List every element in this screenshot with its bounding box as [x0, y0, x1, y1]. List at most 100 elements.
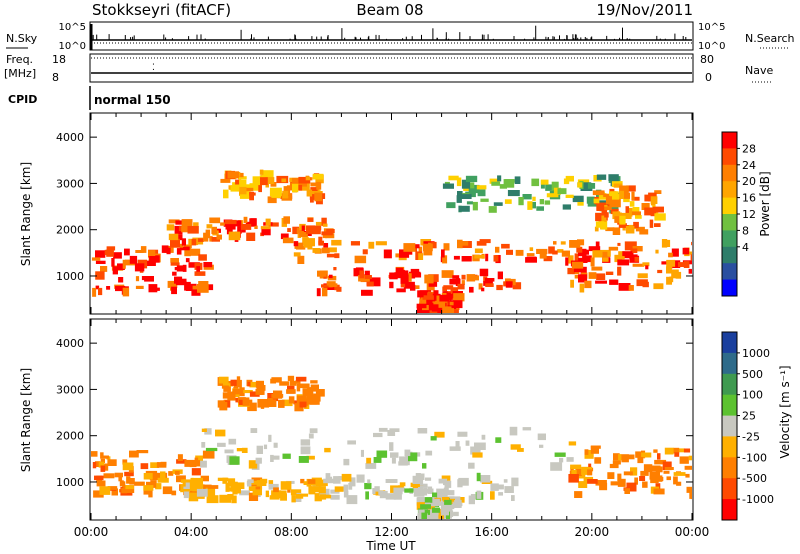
echo-cell [595, 480, 607, 486]
echo-cell [635, 215, 642, 219]
colorbar-segment [722, 279, 737, 297]
echo-cell [375, 241, 387, 246]
echo-cell [570, 467, 574, 472]
echo-cell [511, 495, 515, 501]
echo-cell [485, 283, 494, 287]
echo-cell [111, 258, 115, 267]
echo-cell [399, 482, 406, 487]
echo-cell [512, 282, 522, 290]
echo-cell [365, 491, 369, 500]
echo-cell [601, 208, 607, 215]
echo-cell [673, 447, 680, 454]
echo-cell [452, 275, 460, 279]
echo-cell [286, 389, 296, 394]
colorbar-tick-label: 28 [742, 142, 756, 155]
echo-cell [439, 294, 450, 302]
echo-cell [613, 453, 620, 461]
echo-cell [444, 480, 452, 488]
colorbar-segment [722, 394, 737, 417]
time-tick-label: 00:00 [74, 525, 109, 539]
echo-cell [294, 495, 302, 502]
echo-cell [312, 395, 321, 402]
echo-cell [115, 285, 126, 292]
echo-cell [389, 428, 400, 432]
echo-cell [579, 283, 585, 293]
echo-cell [329, 247, 337, 253]
echo-cell [100, 465, 106, 472]
velocity-y-label: Slant Range [km] [19, 368, 33, 472]
echo-cell [302, 388, 314, 396]
echo-cell [205, 487, 216, 497]
echo-cell [691, 491, 692, 500]
echo-cell [539, 199, 544, 205]
echo-cell [181, 219, 193, 227]
echo-cell [387, 430, 396, 436]
echo-cell [172, 271, 177, 276]
echo-cell [104, 463, 109, 471]
echo-cell [449, 293, 453, 300]
echo-cell [505, 281, 513, 288]
echo-cell [333, 267, 337, 271]
echo-cell [596, 273, 606, 280]
echo-cell [271, 377, 282, 383]
echo-cell [360, 449, 364, 457]
echo-cell [595, 280, 607, 284]
colorbar-tick-label: 1000 [742, 347, 770, 360]
echo-cell [248, 485, 258, 491]
echo-cell [630, 254, 638, 262]
echo-cell [418, 485, 423, 492]
echo-cell [642, 281, 649, 288]
echo-cell [587, 201, 597, 207]
echo-cell [118, 277, 124, 283]
echo-cell [503, 179, 515, 188]
echo-cell [440, 507, 453, 512]
echo-cell [322, 232, 327, 239]
echo-cell [192, 485, 203, 492]
echo-cell [683, 261, 690, 268]
echo-cell [167, 280, 178, 288]
echo-cell [403, 243, 416, 252]
echo-cell [642, 262, 650, 267]
echo-cell [419, 497, 425, 503]
echo-cell [125, 485, 134, 490]
echo-cell [476, 472, 481, 482]
echo-cell [192, 285, 201, 290]
echo-cell [113, 252, 122, 259]
echo-cell [474, 442, 486, 450]
echo-cell [269, 495, 280, 500]
echo-cell [510, 278, 516, 286]
echo-cell [431, 241, 437, 249]
echo-cell [148, 490, 153, 498]
echo-cell [198, 281, 209, 287]
echo-cell [629, 201, 635, 207]
echo-cell [372, 488, 376, 495]
echo-cell [321, 247, 330, 254]
echo-cell [283, 216, 290, 224]
y-tick-label: 1000 [56, 270, 84, 283]
echo-cell [295, 493, 304, 499]
echo-cell [106, 246, 116, 251]
echo-cell [430, 498, 440, 504]
echo-cell [649, 471, 660, 480]
echo-cell [427, 486, 433, 494]
echo-cell [220, 222, 225, 226]
echo-cell [567, 267, 575, 275]
colorbar-segment [722, 373, 737, 396]
echo-cell [415, 285, 420, 289]
echo-cell [461, 194, 472, 199]
echo-cell [287, 375, 295, 382]
echo-cell [577, 202, 584, 206]
echo-cell [349, 477, 356, 487]
echo-cell [609, 279, 619, 285]
echo-cell [639, 226, 645, 231]
echo-cell [649, 465, 661, 472]
echo-cell [260, 226, 271, 230]
echo-cell [239, 179, 247, 187]
echo-cell [617, 211, 621, 220]
echo-cell [539, 252, 547, 259]
colorbar-segment [722, 457, 737, 479]
echo-cell [475, 275, 479, 281]
echo-cell [114, 472, 123, 478]
echo-cell [288, 396, 295, 404]
echo-cell [226, 228, 233, 235]
